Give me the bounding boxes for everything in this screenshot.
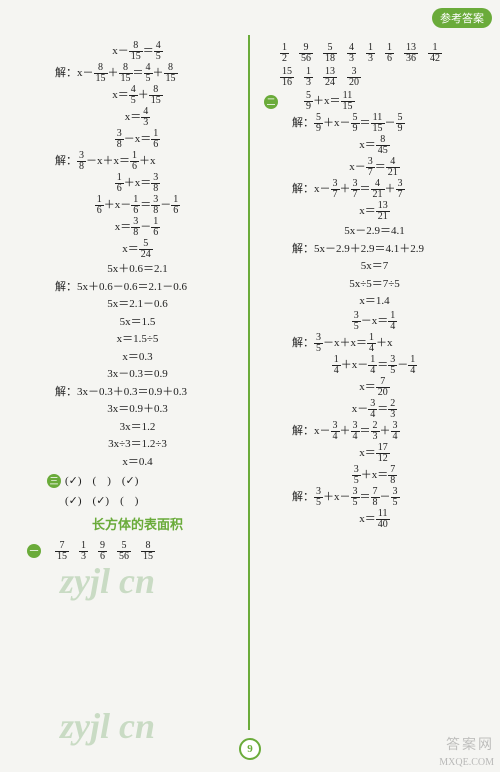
eq: 5x－2.9＝4.1 [262,223,487,240]
eq: 解：38－x＋x＝16＋x [25,151,250,172]
watermark: zyjl cn [60,705,155,747]
eq: x＝38－16 [25,217,250,238]
eq: 5x＋0.6＝2.1 [25,261,250,278]
eq: x－34＝23 [262,399,487,420]
eq: 解：3x－0.3＋0.3＝0.9＋0.3 [25,384,250,401]
eq: 解：5x＋0.6－0.6＝2.1－0.6 [25,279,250,296]
eq: x＝45＋815 [25,85,250,106]
frac-row: 12 956 518 43 13 16 1336 142 [262,43,487,64]
eq: x＝1140 [262,509,487,530]
eq: 5x＝7 [262,258,487,275]
eq: x＝0.4 [25,454,250,471]
eq: x＝845 [262,135,487,156]
check-row: 三(✓) ( ) (✓) [25,473,250,490]
eq: 35－x＝14 [262,311,487,332]
eq: x＝0.3 [25,349,250,366]
eq: x＝524 [25,239,250,260]
eq: 解：5x－2.9＋2.9＝4.1＋2.9 [262,241,487,258]
watermark: zyjl cn [60,560,155,602]
eq: 38－x＝16 [25,129,250,150]
eq: 解：35＋x－35＝78－35 [262,487,487,508]
circle-one: 一 [27,544,41,558]
eq: 解：59＋x－59＝1115－59 [262,113,487,134]
eq: 16＋x－16＝38－16 [25,195,250,216]
eq: x＝43 [25,107,250,128]
eq: x＝720 [262,377,487,398]
circle-two: 二 [264,95,278,109]
footer-url: MXQE.COM [439,757,494,768]
frac-row: 1516 13 1324 320 [262,67,487,88]
frac-row: 一 715 13 96 556 815 [25,541,250,562]
eq: 5x＝1.5 [25,314,250,331]
circle-three: 三 [47,474,61,488]
eq: 35＋x＝78 [262,465,487,486]
eq: 二 59＋x＝1115 [262,91,487,112]
left-column: x－815＝45 解：x－815＋815＝45＋815 x＝45＋815 x＝4… [25,40,250,565]
eq: 3x＝1.2 [25,419,250,436]
eq: x＝1.4 [262,293,487,310]
check-row: (✓) (✓) ( ) [25,493,250,510]
eq: x＝1712 [262,443,487,464]
eq: 解：35－x＋x＝14＋x [262,333,487,354]
eq: 解：x－815＋815＝45＋815 [25,63,250,84]
eq: x－37＝421 [262,157,487,178]
page-number: 9 [239,738,261,760]
eq: 3x－0.3＝0.9 [25,366,250,383]
eq: x＝1.5÷5 [25,331,250,348]
eq: 5x÷5＝7÷5 [262,276,487,293]
header-tab: 参考答案 [432,8,492,28]
right-column: 12 956 518 43 13 16 1336 142 1516 13 132… [262,40,487,531]
eq: x－815＝45 [25,41,250,62]
eq: 5x＝2.1－0.6 [25,296,250,313]
eq: 3x＝0.9＋0.3 [25,401,250,418]
eq: 16＋x＝38 [25,173,250,194]
eq: x＝1321 [262,201,487,222]
footer-logo: 答案网 [446,734,494,754]
eq: 解：x－37＋37＝421＋37 [262,179,487,200]
eq: 解：x－34＋34＝23＋34 [262,421,487,442]
eq: 3x÷3＝1.2÷3 [25,436,250,453]
section-title: 长方体的表面积 [25,515,250,535]
eq: 14＋x－14＝35－14 [262,355,487,376]
